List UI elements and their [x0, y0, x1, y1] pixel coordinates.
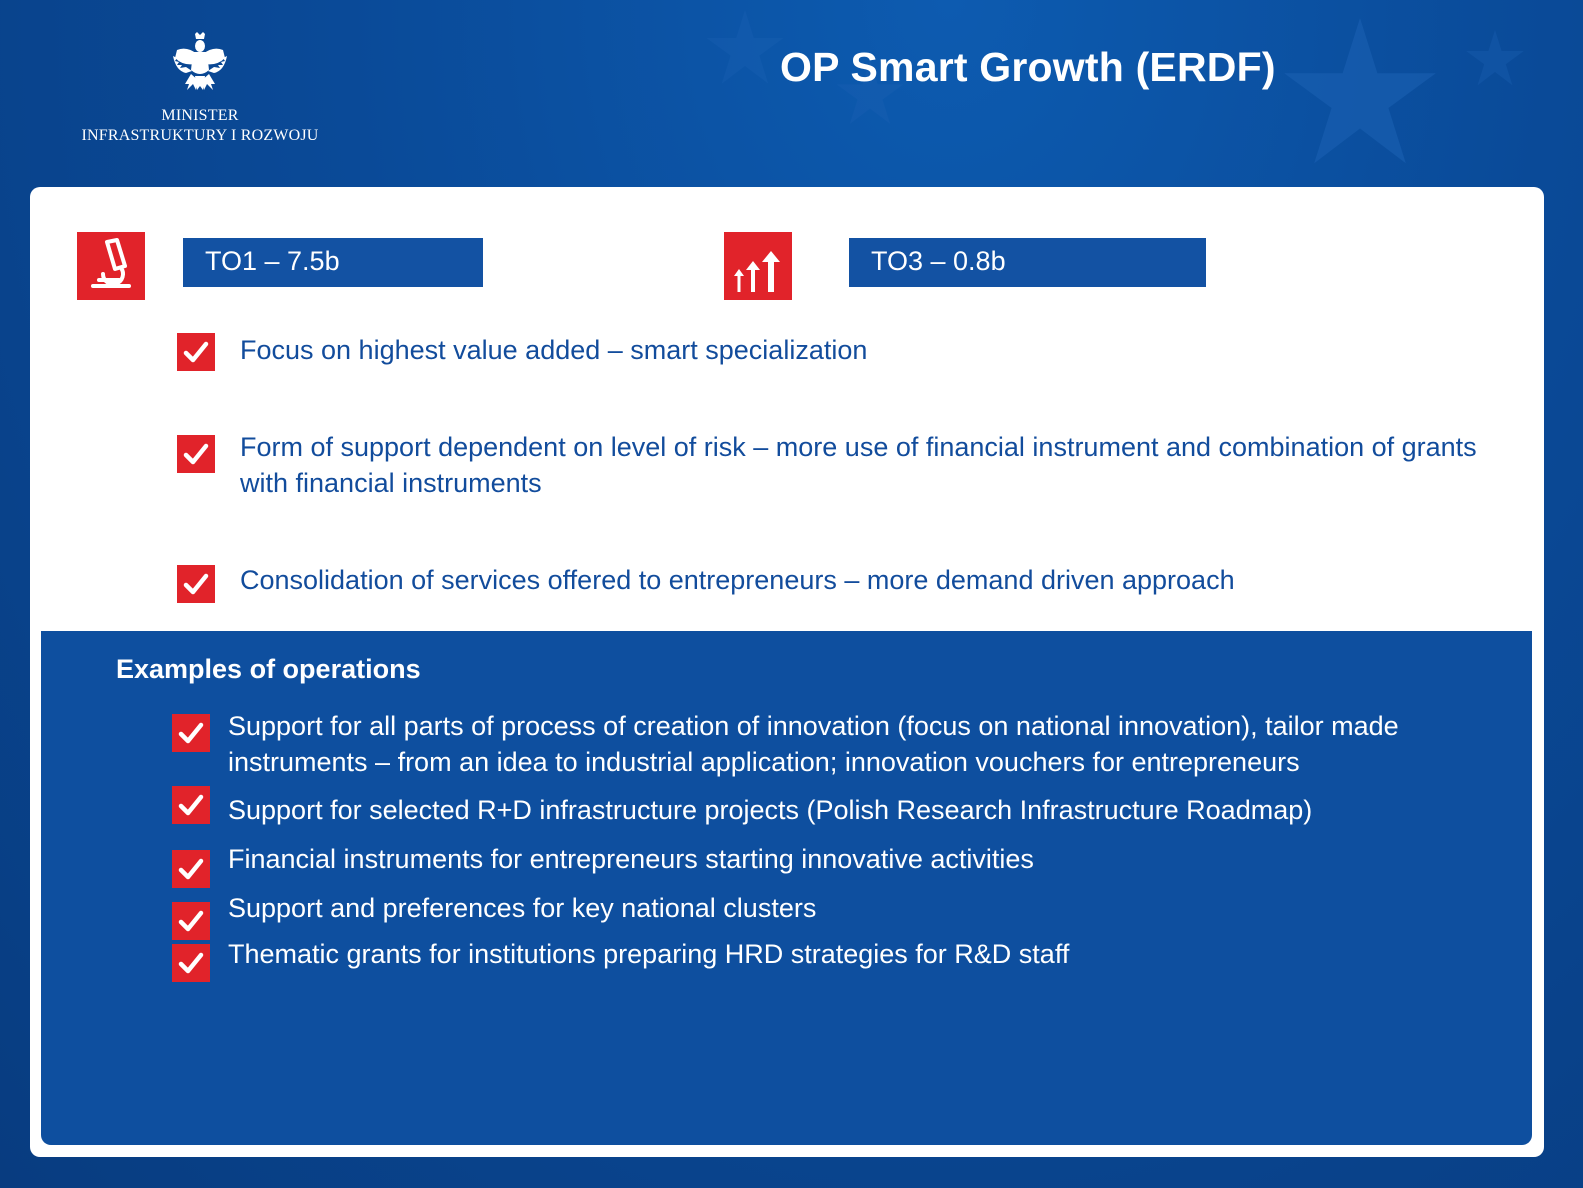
ministry-line-2: INFRASTRUKTURY I ROZWOJU [81, 127, 319, 144]
priority-checkbox-icon [177, 333, 215, 371]
checkmark-icon [178, 910, 204, 932]
to3-bar: TO3 – 0.8b [849, 238, 1206, 287]
to1-icon-box [77, 232, 145, 300]
checkmark-icon [178, 952, 204, 974]
checkmark-icon [178, 722, 204, 744]
checkmark-icon [178, 858, 204, 880]
ministry-logo: MINISTER INFRASTRUKTURY I ROZWOJU [60, 32, 340, 146]
priority-item: Focus on highest value added – smart spe… [240, 335, 868, 365]
checkmark-icon [183, 341, 209, 363]
checkmark-icon [183, 573, 209, 595]
microscope-icon [91, 238, 131, 288]
priority-checkbox-icon [177, 565, 215, 603]
priority-item: Consolidation of services offered to ent… [240, 565, 1235, 595]
ministry-line-1: MINISTER [161, 107, 239, 124]
checkmark-icon [183, 443, 209, 465]
example-checkbox-icon [172, 944, 210, 982]
example-item: Support for all parts of process of crea… [228, 711, 1399, 777]
example-item: Support and preferences for key national… [228, 893, 817, 923]
examples-title: Examples of operations [116, 654, 421, 684]
to1-bar: TO1 – 7.5b [183, 238, 483, 287]
decorative-star-icon [836, 60, 904, 124]
example-item: Financial instruments for entrepreneurs … [228, 844, 1034, 874]
example-item: Support for selected R+D infrastructure … [228, 795, 1313, 825]
eagle-emblem-icon [173, 32, 227, 90]
example-item: Thematic grants for institutions prepari… [228, 939, 1070, 969]
checkmark-icon [178, 794, 204, 816]
example-checkbox-icon [172, 786, 210, 824]
example-checkbox-icon [172, 714, 210, 752]
growth-arrows-icon [734, 251, 780, 292]
decorative-star-icon [1466, 30, 1524, 86]
examples-panel [41, 631, 1532, 1145]
page-title: OP Smart Growth (ERDF) [780, 44, 1276, 90]
priority-checkbox-icon [177, 435, 215, 473]
decorative-star-icon [706, 10, 784, 84]
priority-item: Form of support dependent on level of ri… [240, 432, 1477, 498]
decorative-star-icon [1284, 18, 1436, 164]
ministry-name: MINISTER INFRASTRUKTURY I ROZWOJU [60, 106, 340, 146]
example-checkbox-icon [172, 902, 210, 940]
example-checkbox-icon [172, 850, 210, 888]
to3-icon-box [724, 232, 792, 300]
